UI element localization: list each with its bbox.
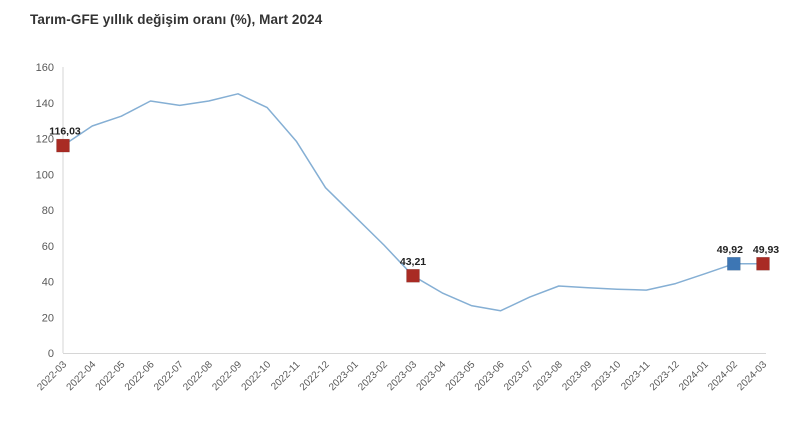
x-axis-tick-label: 2023-07 <box>502 359 536 393</box>
y-axis-tick-label: 160 <box>36 62 54 74</box>
chart-title: Tarım-GFE yıllık değişim oranı (%), Mart… <box>30 12 323 27</box>
data-point-label: 43,21 <box>400 256 426 268</box>
x-axis-tick-label: 2024-01 <box>677 359 711 393</box>
y-axis-tick-label: 40 <box>42 277 54 289</box>
data-point-marker[interactable] <box>727 257 741 271</box>
y-axis-tick-label: 100 <box>36 169 54 181</box>
data-point-marker[interactable] <box>406 269 420 283</box>
data-point-marker[interactable] <box>756 257 770 271</box>
x-axis-tick-label: 2022-03 <box>35 359 69 393</box>
x-axis-tick-label: 2022-10 <box>240 359 274 393</box>
x-axis-tick-label: 2023-09 <box>560 359 594 393</box>
x-axis-tick-label: 2023-11 <box>619 359 653 393</box>
x-axis-tick-label: 2023-04 <box>415 359 449 393</box>
y-axis-tick-label: 60 <box>42 241 54 253</box>
y-axis-tick-label: 140 <box>36 98 54 110</box>
x-axis-tick-label: 2024-03 <box>735 359 769 393</box>
x-axis-tick-label: 2023-05 <box>444 359 478 393</box>
data-point-label: 116,03 <box>49 126 81 138</box>
x-axis-tick-label: 2023-12 <box>648 359 682 393</box>
data-point-marker[interactable] <box>56 138 70 153</box>
x-axis-tick-label: 2022-08 <box>181 359 215 393</box>
x-axis-tick-label: 2024-02 <box>706 359 740 393</box>
x-axis-tick-label: 2023-10 <box>590 359 624 393</box>
x-axis-tick-label: 2023-08 <box>531 359 565 393</box>
x-axis-tick-label: 2022-09 <box>210 359 244 393</box>
y-axis-tick-label: 0 <box>48 348 54 360</box>
x-axis-tick-label: 2022-05 <box>94 359 128 393</box>
x-axis-tick-label: 2023-03 <box>385 359 419 393</box>
y-axis-tick-label: 20 <box>42 312 54 324</box>
x-axis-tick-label: 2022-07 <box>152 359 186 393</box>
x-axis-tick-label: 2022-04 <box>65 359 99 393</box>
x-axis-tick-label: 2023-02 <box>356 359 390 393</box>
x-axis-tick-label: 2022-06 <box>123 359 157 393</box>
x-axis-tick-label: 2023-01 <box>327 359 361 393</box>
data-point-label: 49,92 <box>717 244 743 256</box>
x-axis-tick-label: 2022-11 <box>269 359 303 393</box>
x-axis-tick-label: 2022-12 <box>298 359 332 393</box>
y-axis-tick-label: 120 <box>36 134 54 146</box>
x-axis-tick-label: 2023-06 <box>473 359 507 393</box>
y-axis-tick-label: 80 <box>42 205 54 217</box>
data-point-label: 49,93 <box>753 244 779 256</box>
